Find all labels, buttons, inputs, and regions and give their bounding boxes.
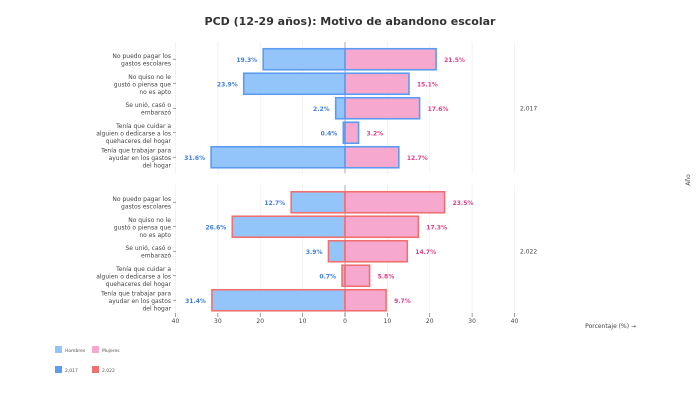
facet-year-label: 2,017 xyxy=(520,105,537,112)
bar-mujeres xyxy=(344,239,409,263)
x-tick-label: 10 xyxy=(299,318,307,325)
category-label: Tenía que cuidar a xyxy=(115,266,171,273)
category-label: embarazó xyxy=(141,110,171,117)
bar-mujeres xyxy=(344,215,420,239)
category-label: alguien o dedicarse a los xyxy=(96,130,171,137)
bar-mujeres xyxy=(344,121,360,145)
data-label-hombres: 3.9% xyxy=(306,249,323,256)
data-label-hombres: 12.7% xyxy=(264,200,285,207)
bar-mujeres xyxy=(344,288,387,312)
category-label: Se unió, casó o xyxy=(125,102,171,109)
category-label: del hogar xyxy=(143,305,172,312)
legend-label: 2,022 xyxy=(102,368,115,374)
x-tick-label: 30 xyxy=(468,318,476,325)
bar-mujeres xyxy=(344,96,421,120)
bar-hombres xyxy=(327,239,346,263)
x-tick-label: 20 xyxy=(256,318,264,325)
data-label-hombres: 0.4% xyxy=(321,130,338,137)
x-axis-label: Porcentaje (%) → xyxy=(585,323,636,330)
bar-mujeres xyxy=(344,190,446,214)
bar-hombres xyxy=(210,145,346,169)
legend-label: Mujeres xyxy=(102,348,120,354)
category-label: ayudar en los gastos xyxy=(109,155,171,162)
data-label-mujeres: 12.7% xyxy=(407,155,428,162)
data-label-mujeres: 21.5% xyxy=(444,57,465,64)
data-label-hombres: 31.6% xyxy=(184,155,205,162)
category-label: No quiso no le xyxy=(128,217,171,224)
x-tick-label: 0 xyxy=(343,318,347,325)
data-label-mujeres: 14.7% xyxy=(415,249,436,256)
x-tick-label: 20 xyxy=(426,318,434,325)
category-label: No puedo pagar los xyxy=(112,53,171,60)
facet-axis-label: Año xyxy=(685,174,692,186)
legend-swatch xyxy=(92,366,99,373)
legend-swatch xyxy=(92,346,99,353)
data-label-hombres: 26.6% xyxy=(205,224,226,231)
category-label: Tenía que trabajar para xyxy=(100,147,171,154)
data-label-mujeres: 23.5% xyxy=(453,200,474,207)
bar-mujeres xyxy=(344,264,371,288)
bar-hombres xyxy=(211,288,346,312)
data-label-hombres: 19.3% xyxy=(236,57,257,64)
data-label-hombres: 0.7% xyxy=(319,273,336,280)
data-label-mujeres: 9.7% xyxy=(394,298,411,305)
bar-mujeres xyxy=(344,47,437,71)
x-tick-label: 10 xyxy=(384,318,392,325)
legend-label: 2,017 xyxy=(65,368,78,374)
bar-hombres xyxy=(242,72,346,96)
legend-label: Hombres xyxy=(65,348,86,354)
bar-hombres xyxy=(231,215,346,239)
data-label-mujeres: 15.1% xyxy=(417,81,438,88)
category-label: gustó o piensa que xyxy=(114,81,172,88)
legend-swatch xyxy=(55,366,62,373)
category-label: quehaceres del hogar xyxy=(106,281,172,288)
x-tick-label: 30 xyxy=(214,318,222,325)
data-label-mujeres: 5.8% xyxy=(378,273,395,280)
category-label: del hogar xyxy=(143,162,172,169)
category-label: Se unió, casó o xyxy=(125,245,171,252)
facet-year-label: 2,022 xyxy=(520,248,537,255)
data-label-mujeres: 3.2% xyxy=(367,130,384,137)
x-tick-label: 40 xyxy=(511,318,519,325)
bar-hombres xyxy=(334,96,346,120)
bar-hombres xyxy=(262,47,346,71)
category-label: No puedo pagar los xyxy=(112,196,171,203)
category-label: no es apto xyxy=(139,232,171,239)
legend-swatch xyxy=(55,346,62,353)
category-label: gastos escolares xyxy=(121,204,171,211)
category-label: no es apto xyxy=(139,89,171,96)
category-label: Tenía que cuidar a xyxy=(115,123,171,130)
category-label: ayudar en los gastos xyxy=(109,298,171,305)
data-label-hombres: 2.2% xyxy=(313,106,330,113)
category-label: Tenía que trabajar para xyxy=(100,290,171,297)
data-label-hombres: 31.4% xyxy=(185,298,206,305)
bar-mujeres xyxy=(344,72,410,96)
bar-hombres xyxy=(290,190,346,214)
data-label-mujeres: 17.3% xyxy=(426,224,447,231)
data-label-hombres: 23.9% xyxy=(217,81,238,88)
category-label: embarazó xyxy=(141,253,171,260)
category-label: alguien o dedicarse a los xyxy=(96,273,171,280)
category-label: quehaceres del hogar xyxy=(106,138,172,145)
category-label: No quiso no le xyxy=(128,74,171,81)
category-label: gastos escolares xyxy=(121,61,171,68)
chart-title: PCD (12-29 años): Motivo de abandono esc… xyxy=(205,15,496,28)
data-label-mujeres: 17.6% xyxy=(428,106,449,113)
x-tick-label: 40 xyxy=(172,318,180,325)
category-label: gustó o piensa que xyxy=(114,224,172,231)
bar-mujeres xyxy=(344,145,400,169)
